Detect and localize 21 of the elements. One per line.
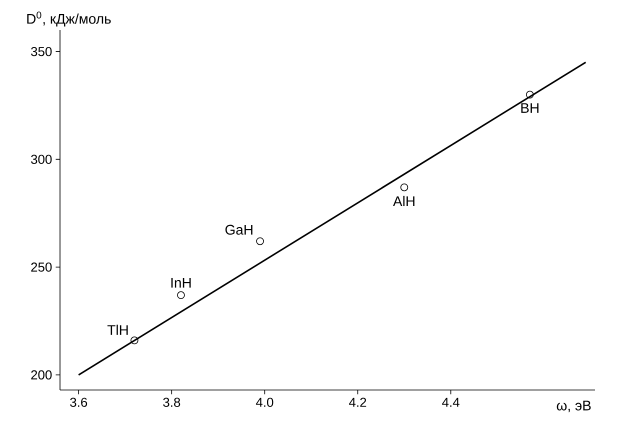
point — [130, 336, 138, 344]
annotation: InH — [171, 278, 191, 288]
y-tick-label: 250 — [31, 262, 52, 272]
annotation: BH — [521, 103, 538, 113]
annotation: TlH — [107, 324, 128, 335]
annotation: AlH — [393, 196, 414, 206]
x-tick-label: 4.2 — [349, 398, 366, 407]
point — [177, 291, 185, 300]
y-tick-label: 300 — [31, 154, 52, 164]
y-tick-label: 200 — [31, 370, 52, 380]
x-tick-label: 4.0 — [256, 398, 274, 407]
point — [400, 183, 408, 192]
x-tick-label: 3.8 — [163, 398, 180, 407]
y-axis-title: D$^{0}$, кДж/моль — [27, 12, 111, 26]
y-tick-label: 350 — [31, 46, 52, 56]
x-tick-label: 3.6 — [70, 398, 88, 407]
x-tick-label: 4.4 — [442, 398, 460, 407]
x-axis-title: ω, эВ — [556, 400, 591, 412]
point — [256, 237, 264, 246]
annotation: GaH — [225, 224, 252, 235]
point — [526, 90, 534, 99]
